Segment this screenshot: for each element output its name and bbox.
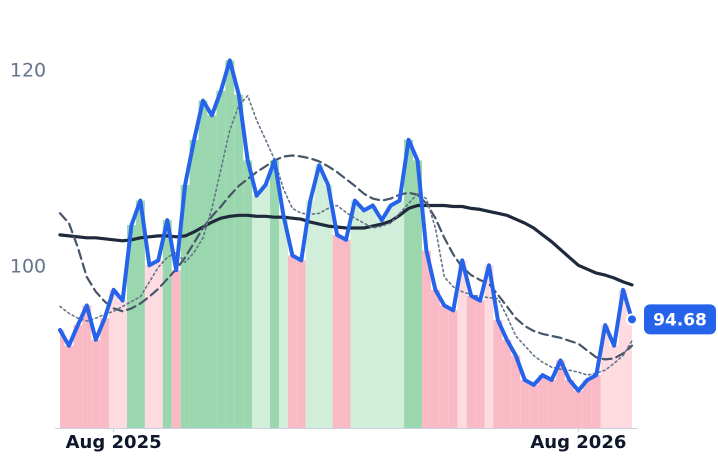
shade-column <box>135 200 145 428</box>
shade-column <box>252 195 262 428</box>
shade-column <box>350 200 360 428</box>
shade-column <box>600 325 610 428</box>
shade-column <box>627 319 632 428</box>
x-tick-label: Aug 2026 <box>530 432 626 453</box>
shade-column <box>556 360 565 428</box>
shade-column <box>421 250 431 428</box>
shade-column <box>261 184 271 428</box>
shade-column <box>109 289 119 428</box>
shade-column <box>171 270 181 428</box>
y-tick-label: 100 <box>10 256 46 278</box>
shade-column <box>323 184 333 428</box>
shade-column <box>296 260 306 428</box>
series-line <box>58 58 634 393</box>
shade-column <box>386 205 396 428</box>
shade-column <box>609 345 619 428</box>
shade-column <box>198 100 208 428</box>
shade-column <box>82 305 92 428</box>
shade-column <box>377 220 387 428</box>
shade-column <box>582 379 592 428</box>
shade-column <box>395 200 405 428</box>
series-line <box>58 154 634 361</box>
shade-column <box>520 379 530 428</box>
shade-column <box>591 375 601 428</box>
last-value-label: 94.68 <box>653 310 707 330</box>
shade-column <box>270 160 279 428</box>
shade-column <box>573 390 583 428</box>
last-value-badge <box>644 304 716 335</box>
shade-column <box>564 379 574 428</box>
shade-column <box>118 300 128 428</box>
shade-column <box>448 310 458 428</box>
shade-column <box>618 289 628 428</box>
shade-column <box>127 225 136 428</box>
shade-column <box>439 305 449 428</box>
shade-column <box>243 160 253 428</box>
shade-column <box>287 255 297 428</box>
shade-column <box>314 165 324 428</box>
shade-column <box>466 295 476 428</box>
shade-column <box>341 239 351 428</box>
shade-column <box>162 220 172 428</box>
shade-column <box>538 375 548 428</box>
shade-column <box>457 260 467 428</box>
shade-column <box>278 215 288 428</box>
x-tick-label: Aug 2025 <box>66 432 162 453</box>
shade-column <box>430 289 440 428</box>
shade-column <box>404 139 414 429</box>
shade-column <box>60 329 65 428</box>
shade-column <box>493 320 503 428</box>
shade-column <box>484 265 494 428</box>
shading <box>60 60 632 429</box>
shade-column <box>180 184 190 428</box>
shade-column <box>91 339 101 428</box>
shade-column <box>359 210 369 428</box>
shade-column <box>332 234 342 428</box>
shade-column <box>225 60 235 429</box>
shade-column <box>368 205 378 428</box>
shade-column <box>189 139 199 429</box>
shade-column <box>547 379 557 428</box>
shade-column <box>234 94 244 428</box>
shade-column <box>64 345 74 428</box>
shade-column <box>502 339 512 428</box>
series-line <box>58 203 634 287</box>
shade-column <box>73 325 83 428</box>
shade-column <box>475 300 485 428</box>
shade-column <box>100 318 110 428</box>
shade-column <box>529 384 539 428</box>
shade-column <box>144 265 154 428</box>
y-tick-label: 120 <box>10 60 46 82</box>
shade-column <box>207 115 217 429</box>
shade-column <box>305 200 315 428</box>
shade-column <box>216 90 226 429</box>
shade-column <box>153 260 163 428</box>
shade-column <box>511 355 521 428</box>
series-line <box>59 94 633 376</box>
last-point <box>626 313 638 326</box>
shade-column <box>413 160 422 428</box>
